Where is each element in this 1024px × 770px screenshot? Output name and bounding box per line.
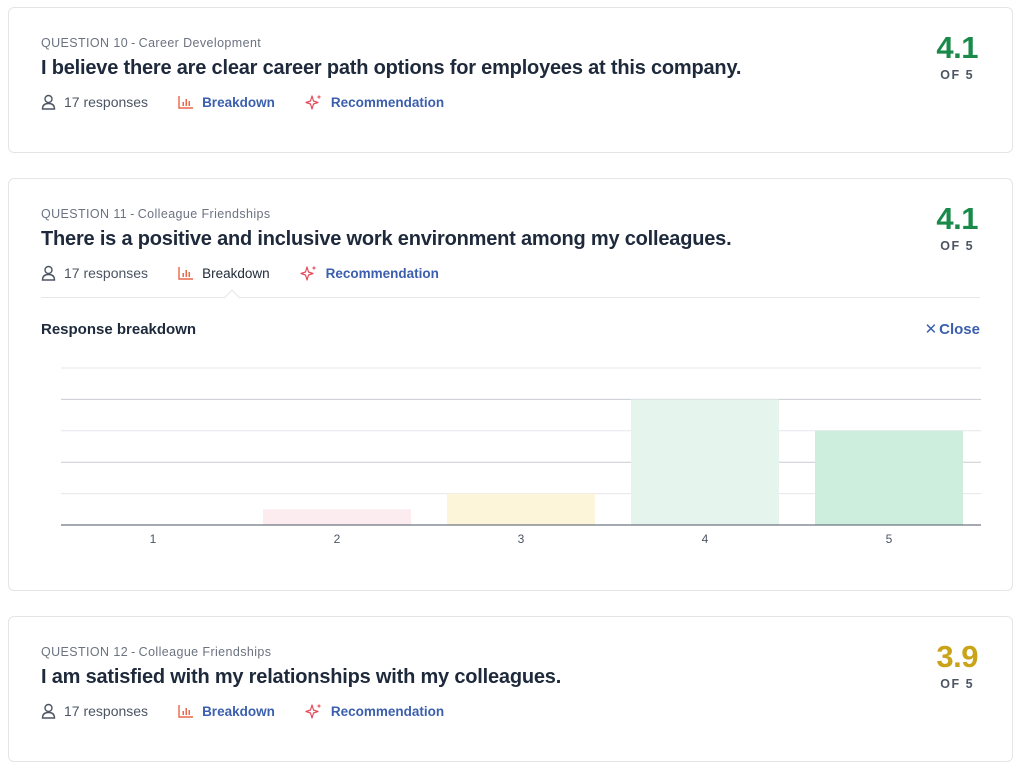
chart-bar-3[interactable]	[447, 493, 595, 525]
question-label: QUESTION 11- Colleague Friendships	[41, 207, 271, 221]
responses-count: 17 responses	[41, 703, 148, 719]
chart-bar-4[interactable]	[631, 399, 779, 525]
breakdown-chart: 1 2 3 4 5	[61, 367, 981, 546]
question-meta: 17 responses Breakdown Recommendation	[41, 94, 474, 110]
question-card-11: QUESTION 11- Colleague Friendships There …	[8, 178, 1013, 591]
responses-count: 17 responses	[41, 265, 148, 281]
question-meta: 17 responses Breakdown Recommendation	[41, 265, 469, 281]
user-icon	[41, 703, 56, 719]
breakdown-button[interactable]: Breakdown	[178, 704, 275, 719]
user-icon	[41, 94, 56, 110]
user-icon	[41, 265, 56, 281]
score-box: 3.9 OF 5	[936, 639, 978, 692]
chart-tick-label: 5	[886, 532, 893, 546]
score-suffix: OF 5	[940, 677, 975, 691]
chart-tick-label: 2	[334, 532, 341, 546]
question-card-12: QUESTION 12- Colleague Friendships I am s…	[8, 616, 1013, 762]
responses-count: 17 responses	[41, 94, 148, 110]
score-value: 3.9	[936, 639, 978, 674]
score-value: 4.1	[936, 30, 978, 65]
score-suffix: OF 5	[940, 68, 975, 82]
recommendation-button[interactable]: Recommendation	[305, 703, 444, 719]
question-title: There is a positive and inclusive work e…	[41, 228, 732, 250]
chart-tick-label: 4	[702, 532, 709, 546]
score-box: 4.1 OF 5	[936, 30, 978, 83]
breakdown-title: Response breakdown	[41, 321, 197, 338]
bar-chart-icon	[178, 96, 194, 109]
breakdown-button[interactable]: Breakdown	[178, 95, 275, 110]
panel-divider	[41, 297, 980, 298]
score-suffix: OF 5	[940, 239, 975, 253]
recommendation-button[interactable]: Recommendation	[305, 94, 444, 110]
question-title: I believe there are clear career path op…	[41, 57, 742, 79]
question-card-10: QUESTION 10- Career Development I believe…	[8, 7, 1013, 153]
bar-chart-icon	[178, 705, 194, 718]
chart-tick-label: 3	[518, 532, 525, 546]
sparkle-icon	[300, 265, 317, 281]
chart-bar-2[interactable]	[263, 509, 411, 525]
recommendation-button[interactable]: Recommendation	[300, 265, 439, 281]
sparkle-icon	[305, 703, 322, 719]
question-title: I am satisfied with my relationships wit…	[41, 666, 562, 688]
chart-bar-5[interactable]	[815, 430, 963, 525]
chart-tick-label: 1	[150, 532, 157, 546]
score-value: 4.1	[936, 201, 978, 236]
score-box: 4.1 OF 5	[936, 201, 978, 254]
bar-chart-icon	[178, 267, 194, 280]
question-meta: 17 responses Breakdown Recommendation	[41, 703, 474, 719]
question-label: QUESTION 12- Colleague Friendships	[41, 645, 272, 659]
active-tab-caret	[223, 289, 241, 307]
question-label: QUESTION 10- Career Development	[41, 36, 262, 50]
close-breakdown-button[interactable]: ✕ Close	[924, 320, 980, 339]
breakdown-button[interactable]: Breakdown	[178, 266, 270, 281]
sparkle-icon	[305, 94, 322, 110]
close-icon: ✕	[924, 321, 938, 338]
